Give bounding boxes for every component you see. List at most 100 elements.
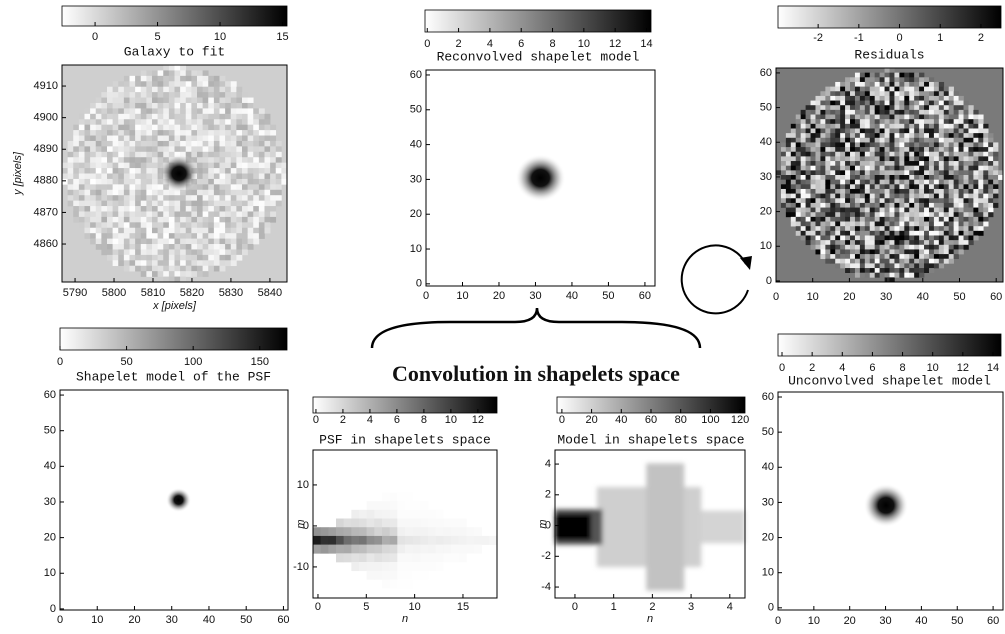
pixel [185, 135, 192, 142]
pixel [948, 100, 954, 106]
pixel [874, 77, 880, 83]
pixel [191, 135, 198, 142]
pixel [805, 198, 811, 204]
pixel [850, 109, 856, 115]
pixel [185, 249, 192, 256]
pixel [859, 207, 866, 213]
pixel [157, 216, 164, 223]
pixel [118, 102, 125, 109]
pixel [805, 202, 811, 208]
pixel [258, 233, 265, 239]
pixel [864, 170, 871, 176]
pixel [191, 70, 198, 77]
pixel [208, 216, 215, 223]
pixel [219, 162, 226, 169]
pixel [874, 272, 880, 278]
pixel [112, 254, 119, 261]
pixel [163, 265, 170, 272]
pixel [914, 272, 920, 278]
pixel [191, 222, 198, 229]
coefficient [374, 518, 383, 528]
pixel [894, 128, 900, 134]
coefficient [320, 535, 329, 545]
pixel [958, 230, 964, 236]
pixel [859, 188, 866, 194]
x-tick-label: 30 [879, 615, 891, 627]
pixel [938, 254, 945, 260]
y-tick-label: 4870 [34, 206, 58, 218]
pixel [805, 216, 811, 222]
pixel [914, 198, 920, 204]
pixel [236, 222, 243, 229]
pixel [270, 135, 277, 142]
pixel [914, 81, 920, 87]
pixel [202, 260, 209, 267]
pixel [879, 161, 885, 166]
pixel [938, 119, 945, 125]
pixel [835, 193, 841, 199]
pixel [95, 97, 102, 104]
pixel [850, 254, 856, 260]
pixel [830, 114, 836, 120]
x-axis-label: x [pixels] [152, 300, 197, 312]
pixel [146, 233, 153, 239]
pixel [168, 97, 175, 104]
pixel [213, 92, 220, 98]
pixel [820, 244, 826, 250]
pixel [973, 161, 979, 166]
pixel [174, 75, 181, 82]
pixel [795, 137, 801, 143]
pixel [904, 105, 910, 111]
pixel [157, 113, 164, 120]
pixel [107, 178, 113, 185]
pixel [889, 212, 895, 218]
pixel [884, 216, 890, 222]
pixel [230, 97, 237, 104]
pixel [140, 195, 147, 201]
colorbar-tick-label: 0 [57, 356, 63, 368]
pixel [225, 151, 232, 158]
pixel [914, 249, 920, 255]
pixel [275, 151, 282, 158]
pixel [230, 151, 237, 158]
pixel [854, 221, 861, 227]
y-tick-label: 50 [760, 101, 772, 113]
pixel [197, 249, 203, 256]
y-tick-label: 40 [762, 461, 774, 473]
pixel [180, 211, 187, 218]
pixel [953, 240, 959, 246]
coefficient [351, 527, 360, 537]
pixel [247, 130, 254, 136]
pixel [236, 140, 243, 147]
pixel [879, 240, 885, 246]
pixel [180, 75, 187, 82]
pixel [800, 230, 806, 236]
pixel [253, 173, 260, 180]
pixel [135, 211, 142, 218]
pixel [943, 240, 950, 246]
pixel [869, 272, 875, 278]
pixel [958, 147, 964, 153]
pixel [140, 146, 147, 153]
pixel [810, 123, 816, 129]
pixel [140, 233, 147, 239]
pixel [938, 244, 945, 250]
pixel [854, 100, 861, 106]
pixel [146, 108, 153, 115]
pixel [202, 211, 209, 218]
pixel [988, 165, 994, 171]
pixel [938, 91, 945, 97]
pixel [202, 178, 209, 185]
coefficient [374, 501, 383, 511]
pixel [864, 212, 871, 218]
pixel [850, 137, 856, 143]
pixel [225, 124, 232, 131]
pixel [185, 81, 192, 87]
coefficient [351, 544, 360, 554]
pixel [909, 119, 915, 125]
pixel [943, 193, 950, 199]
pixel [800, 170, 806, 176]
pixel [264, 216, 271, 223]
pixel [948, 147, 954, 153]
pixel [140, 227, 147, 234]
